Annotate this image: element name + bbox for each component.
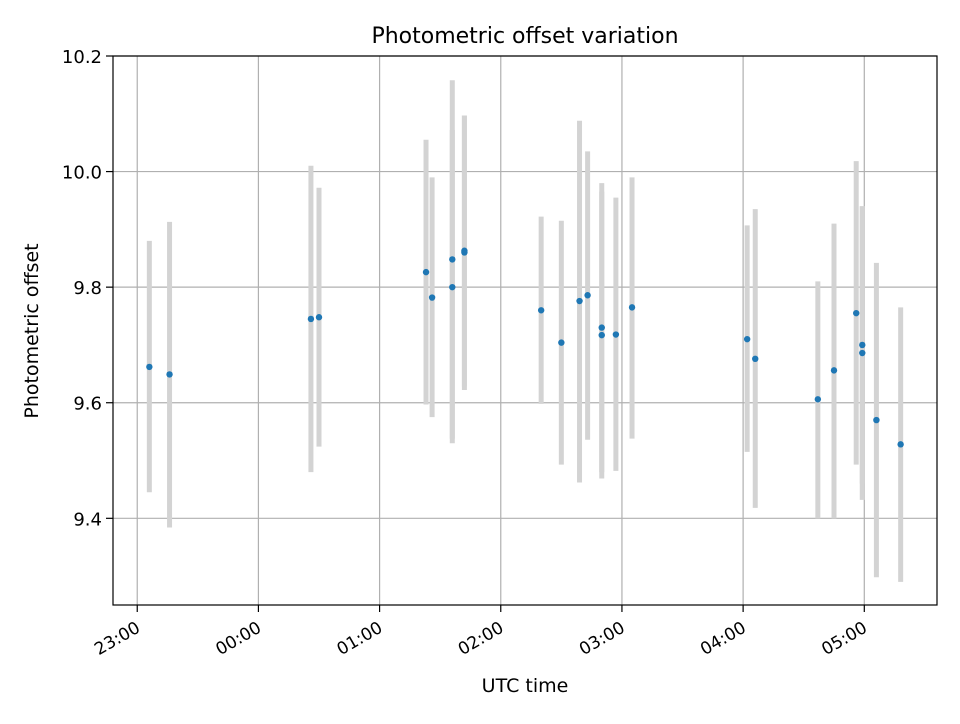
data-point xyxy=(584,292,591,299)
data-point xyxy=(814,396,822,403)
data-point xyxy=(307,315,315,323)
data-point xyxy=(558,339,565,346)
data-point xyxy=(873,416,880,424)
data-point xyxy=(859,349,866,357)
y-tick-label: 9.8 xyxy=(73,278,102,299)
y-tick-label: 9.4 xyxy=(73,509,102,530)
y-tick-label: 9.6 xyxy=(73,394,102,415)
grid-layer xyxy=(113,55,937,605)
y-tick-label: 10.0 xyxy=(62,163,102,184)
data-point xyxy=(598,324,605,331)
x-axis-label: UTC time xyxy=(482,675,569,697)
data-point xyxy=(422,268,430,276)
data-point xyxy=(166,371,173,378)
data-point xyxy=(830,367,838,374)
data-point xyxy=(449,283,456,291)
data-point xyxy=(859,341,866,349)
data-point xyxy=(315,314,323,321)
data-point xyxy=(598,331,605,339)
chart-title: Photometric offset variation xyxy=(371,24,678,49)
y-tick-label: 10.2 xyxy=(62,47,102,68)
data-point xyxy=(576,297,583,305)
marker-layer xyxy=(146,247,904,448)
data-point xyxy=(537,307,545,314)
data-point xyxy=(752,355,759,363)
data-point xyxy=(428,294,436,301)
plot-frame xyxy=(112,55,938,606)
data-point xyxy=(853,309,860,317)
data-point xyxy=(146,363,153,371)
data-point xyxy=(743,335,751,343)
data-point xyxy=(897,441,904,448)
y-axis-label: Photometric offset xyxy=(21,243,43,418)
data-point xyxy=(612,331,620,338)
data-point xyxy=(628,304,636,311)
data-point xyxy=(461,247,468,254)
data-point xyxy=(449,256,456,263)
